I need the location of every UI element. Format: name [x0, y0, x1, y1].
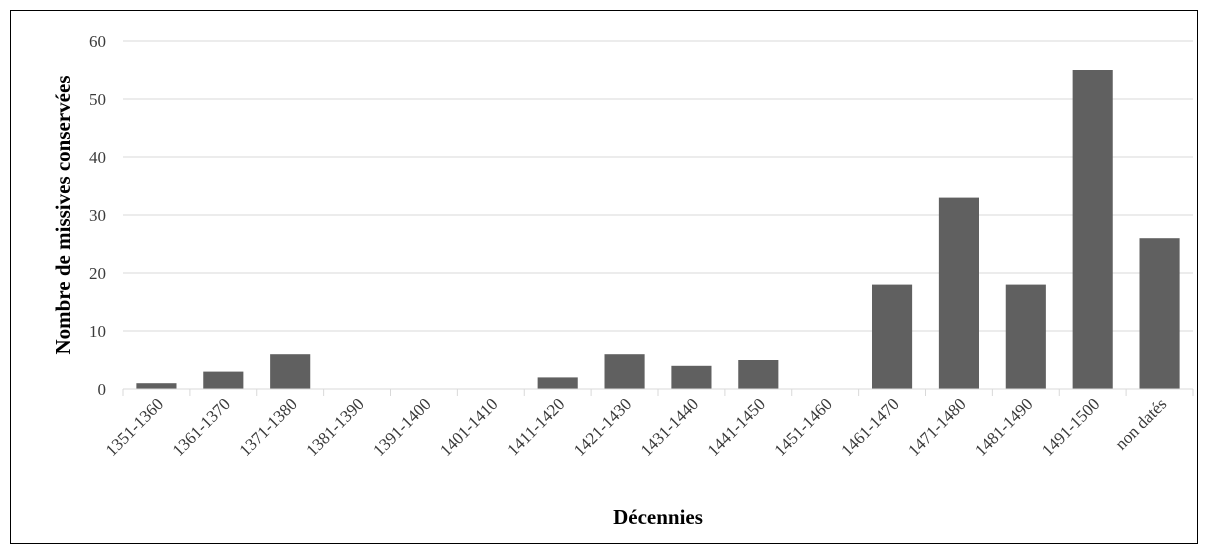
bar: [537, 377, 578, 389]
bar: [136, 383, 177, 389]
bar: [671, 365, 712, 389]
bar: [738, 360, 779, 389]
x-tick-label: 1381-1390: [302, 394, 368, 460]
bars: [136, 70, 1180, 389]
x-axis-title: Décennies: [613, 505, 703, 529]
x-tick-label: 1471-1480: [904, 394, 970, 460]
x-tick-label: non datés: [1111, 394, 1170, 453]
bar: [270, 354, 311, 389]
y-tick-label: 60: [89, 32, 106, 51]
x-tick-label: 1411-1420: [503, 394, 568, 459]
y-tick-label: 40: [89, 148, 106, 167]
bar: [938, 197, 979, 389]
x-tick-label: 1351-1360: [102, 394, 168, 460]
y-tick-label: 10: [89, 322, 106, 341]
bar: [1072, 70, 1113, 389]
x-tick-label: 1441-1450: [704, 394, 770, 460]
bar: [604, 354, 645, 389]
x-tick-labels: 1351-1360 1361-1370 1371-1380 1381-1390 1391…: [102, 389, 1194, 460]
bar: [1139, 238, 1180, 389]
y-tick-label: 20: [89, 264, 106, 283]
y-tick-label: 50: [89, 90, 106, 109]
x-tick-label: 1451-1460: [770, 394, 836, 460]
x-tick-label: 1361-1370: [169, 394, 235, 460]
y-tick-label: 0: [98, 380, 107, 399]
bar: [203, 371, 244, 389]
y-tick-labels: 0 10 20 30 40 50 60: [89, 32, 106, 399]
y-axis-title: Nombre de missives conservées: [51, 76, 75, 355]
bar: [1005, 284, 1046, 389]
x-tick-label: 1491-1500: [1038, 394, 1104, 460]
bar: [872, 284, 913, 389]
x-tick-label: 1431-1440: [637, 394, 703, 460]
x-tick-label: 1371-1380: [235, 394, 301, 460]
x-tick-label: 1481-1490: [971, 394, 1037, 460]
x-tick-label: 1421-1430: [570, 394, 636, 460]
y-tick-label: 30: [89, 206, 106, 225]
x-tick-label: 1461-1470: [837, 394, 903, 460]
x-tick-label: 1391-1400: [369, 394, 435, 460]
x-tick-label: 1401-1410: [436, 394, 502, 460]
